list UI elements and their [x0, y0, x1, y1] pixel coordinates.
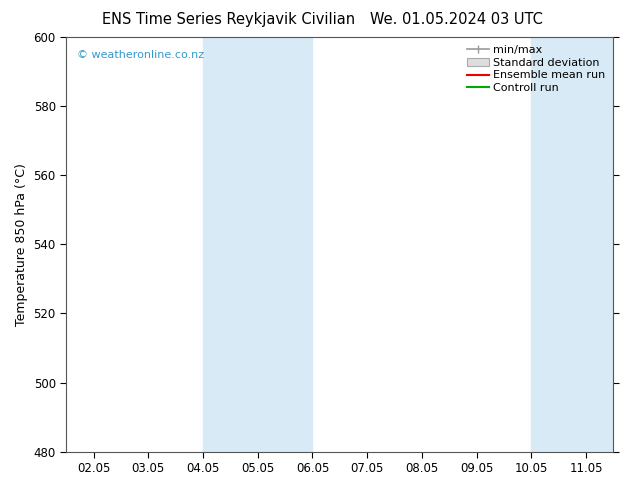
- Y-axis label: Temperature 850 hPa (°C): Temperature 850 hPa (°C): [15, 163, 28, 326]
- Legend: min/max, Standard deviation, Ensemble mean run, Controll run: min/max, Standard deviation, Ensemble me…: [465, 43, 608, 96]
- Text: © weatheronline.co.nz: © weatheronline.co.nz: [77, 49, 204, 60]
- Text: We. 01.05.2024 03 UTC: We. 01.05.2024 03 UTC: [370, 12, 543, 27]
- Text: ENS Time Series Reykjavik Civilian: ENS Time Series Reykjavik Civilian: [101, 12, 355, 27]
- Bar: [531, 37, 614, 452]
- Bar: [203, 37, 313, 452]
